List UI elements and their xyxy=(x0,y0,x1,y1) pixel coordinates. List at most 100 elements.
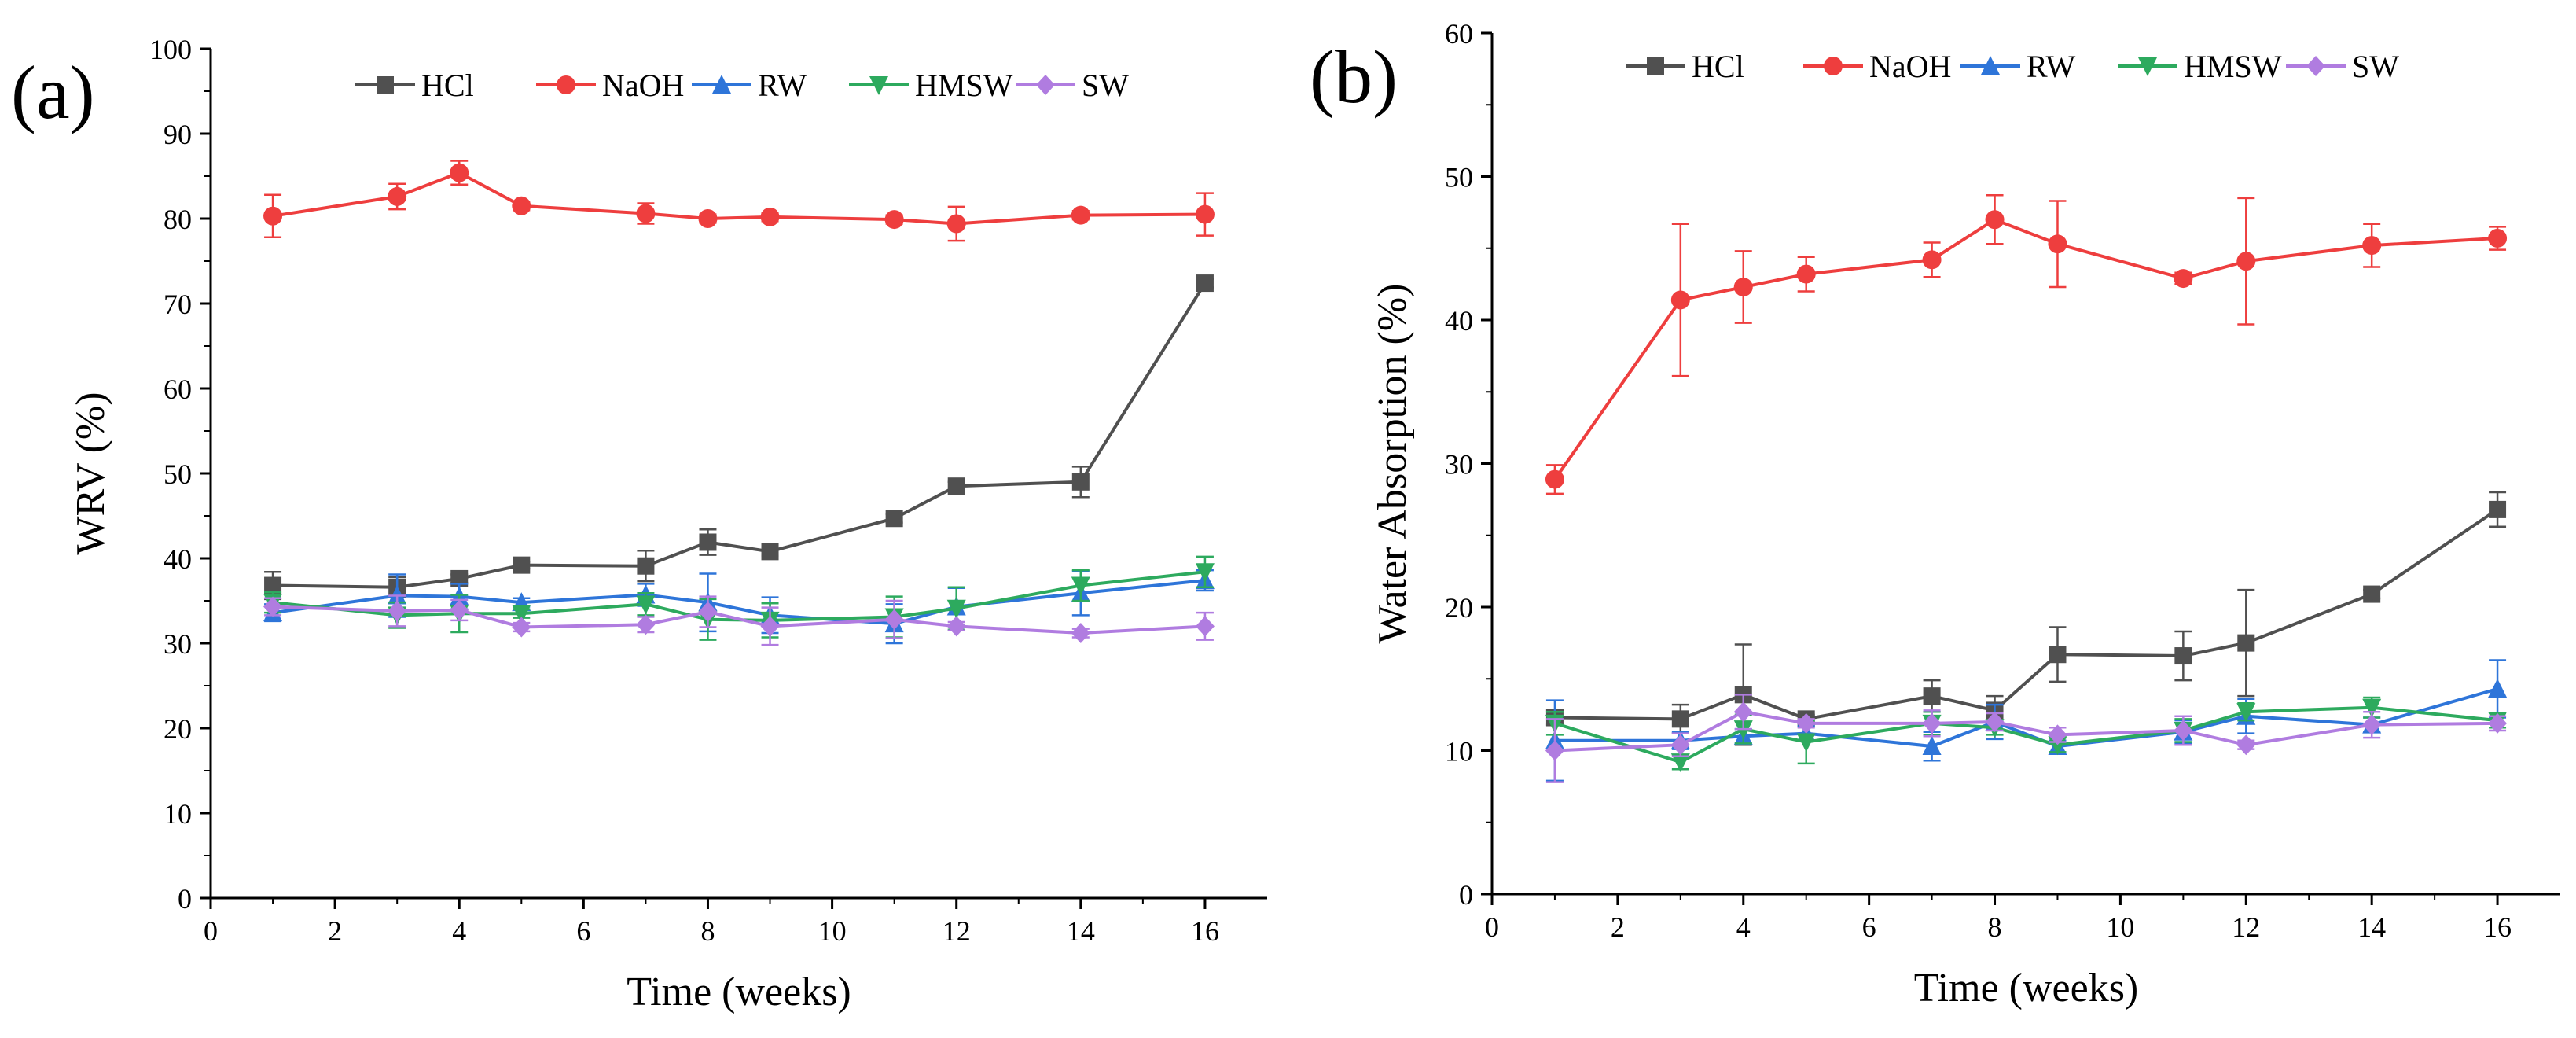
series-rw-b xyxy=(1545,659,2508,782)
data-point-hcl xyxy=(2237,634,2255,652)
y-tick-label: 30 xyxy=(164,628,192,660)
data-point-naoh xyxy=(1733,278,1753,297)
legend-marker xyxy=(1647,57,1664,75)
data-point-hmsw xyxy=(512,605,531,624)
series-naoh-b xyxy=(1545,193,2508,495)
data-point-sw xyxy=(450,599,469,620)
panel-b-chart: 0 2 4 6 8 10 12 14 16 0 10 20 30 40 50 60 Time (weeks) Wa… xyxy=(1310,18,2560,1010)
data-point-hmsw xyxy=(636,595,656,615)
data-point-naoh xyxy=(2488,228,2508,248)
data-point-rw xyxy=(1922,736,1942,756)
data-point-hmsw xyxy=(2362,698,2382,718)
data-point-hcl xyxy=(2049,646,2067,664)
data-point-hcl xyxy=(1671,710,1689,728)
series-hmsw-b xyxy=(1545,696,2508,773)
data-point-sw xyxy=(1985,712,2005,732)
x-tick-label: 8 xyxy=(700,915,715,947)
data-point-naoh xyxy=(636,204,656,223)
y-tick-label: 60 xyxy=(164,374,192,405)
data-point-naoh xyxy=(1670,290,1690,310)
x-tick-label: 2 xyxy=(1611,911,1625,943)
x-tick-label: 12 xyxy=(2232,911,2260,943)
data-point-sw xyxy=(1195,616,1215,637)
x-tick-label: 12 xyxy=(943,915,971,947)
data-point-hcl xyxy=(2489,500,2507,518)
x-tick-label: 6 xyxy=(576,915,590,947)
data-point-sw xyxy=(2488,712,2508,734)
legend-marker xyxy=(2306,56,2325,76)
x-tick-label: 14 xyxy=(2357,911,2386,943)
legend-label: RW xyxy=(2027,49,2075,84)
data-point-naoh xyxy=(2362,236,2382,256)
data-point-sw xyxy=(1071,623,1090,644)
legend-marker xyxy=(869,76,888,95)
x-tick-label: 0 xyxy=(1485,911,1499,943)
y-tick-label: 20 xyxy=(164,713,192,745)
data-point-hmsw xyxy=(946,599,966,619)
data-point-naoh xyxy=(760,207,780,226)
y-tick-label: 40 xyxy=(164,543,192,575)
series-hmsw-a xyxy=(263,555,1215,641)
panel-label: (a) xyxy=(11,50,95,134)
series-hcl-a xyxy=(264,274,1214,601)
x-tick-label: 6 xyxy=(1862,911,1876,943)
y-tick-label: 0 xyxy=(178,883,192,915)
x-tick-label: 4 xyxy=(1736,911,1751,943)
data-point-hmsw xyxy=(1071,576,1090,596)
data-point-naoh xyxy=(1922,250,1942,270)
data-point-sw xyxy=(1733,701,1753,723)
legend-marker xyxy=(1036,75,1055,95)
legend-label: RW xyxy=(758,68,807,103)
data-point-naoh xyxy=(1071,205,1090,225)
data-point-naoh xyxy=(1195,204,1215,224)
legend: HCl NaOH RW HMSW SW xyxy=(1626,49,2399,84)
x-tick-label: 14 xyxy=(1067,915,1095,947)
series-line-hmsw xyxy=(1554,705,2498,764)
legend-label: HCl xyxy=(421,68,474,103)
y-tick-label: 30 xyxy=(1445,449,1473,480)
legend-item-rw: RW xyxy=(692,68,807,103)
series-sw-b xyxy=(1545,694,2508,783)
data-point-sw xyxy=(2362,714,2382,735)
legend-item-naoh: NaOH xyxy=(536,68,684,103)
y-tick-label: 90 xyxy=(164,119,192,150)
data-point-rw xyxy=(2488,679,2508,698)
data-point-hcl xyxy=(264,576,282,594)
data-point-hmsw xyxy=(2236,703,2256,723)
data-point-sw xyxy=(760,616,780,637)
legend-marker xyxy=(1981,56,2000,75)
y-tick-label: 10 xyxy=(164,798,192,830)
y-tick-label: 50 xyxy=(164,458,192,490)
y-axis-title: Water Absorption (%) xyxy=(1370,284,1415,644)
x-tick-label: 16 xyxy=(2483,911,2512,943)
x-tick-label: 4 xyxy=(452,915,466,947)
data-point-sw xyxy=(1922,712,1942,734)
legend-label: SW xyxy=(2352,49,2399,84)
legend: HCl NaOH RW HMSW SW xyxy=(355,68,1129,103)
x-tick-label: 16 xyxy=(1191,915,1219,947)
data-point-hcl xyxy=(637,557,655,575)
y-tick-label: 80 xyxy=(164,204,192,235)
x-tick-label: 10 xyxy=(818,915,847,947)
x-axis-title: Time (weeks) xyxy=(627,970,851,1014)
data-point-sw xyxy=(636,614,656,635)
data-point-naoh xyxy=(2236,252,2256,271)
legend-item-sw: SW xyxy=(2286,49,2399,84)
y-tick-label: 40 xyxy=(1445,305,1473,337)
y-tick-label: 100 xyxy=(149,34,192,65)
data-point-hcl xyxy=(761,543,779,561)
data-point-hcl xyxy=(947,477,965,495)
series-naoh-a xyxy=(263,160,1215,242)
x-tick-label: 2 xyxy=(328,915,342,947)
data-point-sw xyxy=(2174,720,2193,741)
data-point-hcl xyxy=(1923,687,1941,705)
data-point-sw xyxy=(2236,734,2256,756)
legend-item-sw: SW xyxy=(1016,68,1129,103)
data-point-naoh xyxy=(698,209,718,228)
data-point-naoh xyxy=(450,163,469,182)
legend-label: SW xyxy=(1082,68,1129,103)
legend-item-hcl: HCl xyxy=(1626,49,1744,84)
y-tick-label: 20 xyxy=(1445,592,1473,624)
data-point-naoh xyxy=(946,214,966,234)
data-point-hcl xyxy=(1071,473,1090,491)
